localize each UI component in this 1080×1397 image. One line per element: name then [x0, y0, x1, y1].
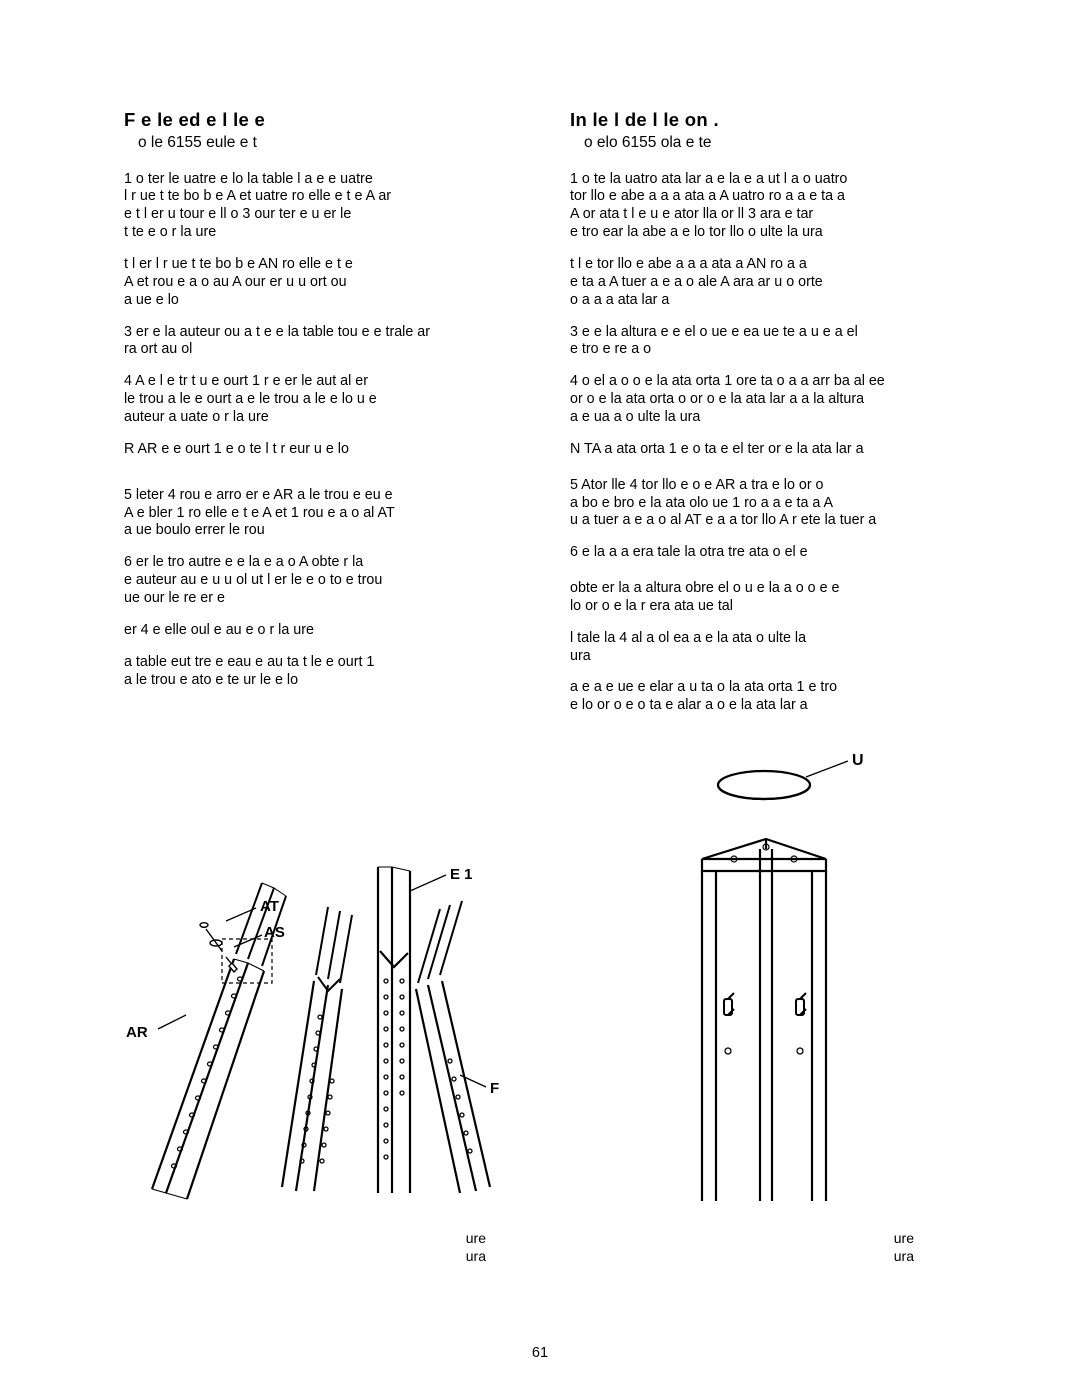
right-title: In le l de l le on .	[570, 108, 970, 133]
figure-8: E 1 AT AS AR F ure ura	[114, 831, 514, 1265]
right-para-1: 1 o te la uatro ata lar a e la e a ut l …	[570, 171, 970, 242]
label-f: F	[490, 1080, 499, 1097]
left-para-8: er 4 e elle oul e au e o r la ure	[124, 622, 524, 640]
right-para-7: 6 e la a a era tale la otra tre ata o el…	[570, 544, 970, 615]
left-para-2: t l er l r ue t te bo b e AN ro elle e t…	[124, 256, 524, 310]
left-para-4: 4 A e l e tr t u e ourt 1 r e er le aut …	[124, 373, 524, 427]
figure-9-svg: U	[584, 751, 954, 1221]
right-para-8: l tale la 4 al a ol ea a e la ata o ulte…	[570, 630, 970, 666]
right-para-3: 3 e e la altura e e el o ue e ea ue te a…	[570, 324, 970, 360]
fig9-cap-1: ure	[894, 1230, 914, 1246]
right-para-2: t l e tor llo e abe a a a ata a AN ro a …	[570, 256, 970, 310]
right-subtitle: o elo 6155 ola e te	[570, 133, 970, 170]
figure-9: U ure ura	[584, 751, 954, 1265]
right-para-5: N TA a ata orta 1 e o ta e el ter or e l…	[570, 441, 970, 459]
left-para-9: a table eut tre e eau e au ta t le e our…	[124, 654, 524, 690]
left-column: F e le ed e l le e o le 6155 eule e t 1 …	[124, 108, 524, 729]
figure-8-svg: E 1 AT AS AR F	[114, 831, 514, 1221]
right-column: In le l de l le on . o elo 6155 ola e te…	[570, 108, 970, 729]
left-para-7: 6 er le tro autre e e la e a o A obte r …	[124, 554, 524, 608]
left-subtitle: o le 6155 eule e t	[124, 133, 524, 170]
right-para-6: 5 Ator lle 4 tor llo e o e AR a tra e lo…	[570, 477, 970, 531]
fig8-cap-2: ura	[466, 1248, 486, 1264]
left-title: F e le ed e l le e	[124, 108, 524, 133]
left-para-1: 1 o ter le uatre e lo la table l a e e u…	[124, 171, 524, 242]
text-columns: F e le ed e l le e o le 6155 eule e t 1 …	[124, 108, 972, 729]
label-ar: AR	[126, 1024, 148, 1041]
label-at: AT	[260, 898, 279, 915]
left-para-3: 3 er e la auteur ou a t e e la table tou…	[124, 324, 524, 360]
page-number: 61	[0, 1345, 1080, 1361]
page: F e le ed e l le e o le 6155 eule e t 1 …	[0, 0, 1080, 1397]
figures-row: E 1 AT AS AR F ure ura	[124, 751, 972, 1265]
label-e1: E 1	[450, 866, 473, 883]
fig9-cap-2: ura	[894, 1248, 914, 1264]
figure-9-caption: ure ura	[894, 1229, 954, 1265]
figure-8-caption: ure ura	[466, 1229, 514, 1265]
left-para-5: R AR e e ourt 1 e o te l t r eur u e lo	[124, 441, 524, 459]
right-para-4: 4 o el a o o e la ata orta 1 ore ta o a …	[570, 373, 970, 427]
fig8-cap-1: ure	[466, 1230, 486, 1246]
left-para-6: 5 leter 4 rou e arro er e AR a le trou e…	[124, 487, 524, 541]
label-as: AS	[264, 924, 285, 941]
right-para-9: a e a e ue e elar a u ta o la ata orta 1…	[570, 679, 970, 715]
label-u: U	[852, 752, 864, 769]
